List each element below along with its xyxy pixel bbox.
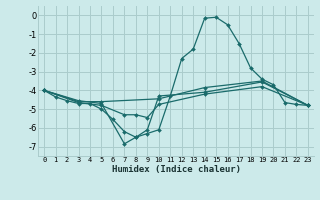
X-axis label: Humidex (Indice chaleur): Humidex (Indice chaleur) [111,165,241,174]
